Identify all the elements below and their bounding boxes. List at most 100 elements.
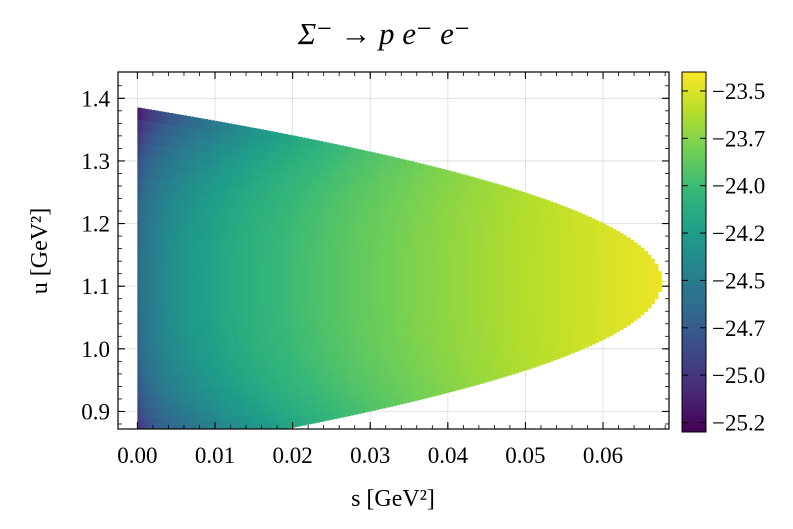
- heatmap-cell: [245, 147, 250, 159]
- heatmap-cell: [147, 304, 153, 317]
- heatmap-cell: [374, 392, 380, 402]
- heatmap-cell: [182, 391, 187, 404]
- heatmap-cell: [385, 272, 390, 282]
- heatmap-cell: [231, 312, 236, 324]
- heatmap-cell: [270, 131, 275, 143]
- heatmap-cell: [476, 294, 481, 303]
- heatmap-cell: [165, 281, 170, 294]
- heatmap-cell: [444, 340, 449, 349]
- heatmap-cell: [235, 322, 240, 335]
- heatmap-cell: [301, 223, 306, 234]
- heatmap-cell: [186, 336, 191, 348]
- heatmap-cell: [465, 379, 470, 388]
- heatmap-cell: [612, 284, 617, 289]
- heatmap-cell: [455, 375, 460, 384]
- heatmap-cell: [633, 283, 638, 288]
- heatmap-cell: [168, 370, 174, 383]
- heatmap-cell: [409, 337, 414, 346]
- heatmap-cell: [521, 287, 526, 294]
- heatmap-cell: [448, 170, 453, 179]
- heatmap-cell: [413, 209, 418, 219]
- heatmap-cell: [479, 267, 484, 276]
- heatmap-cell: [175, 292, 181, 305]
- heatmap-cell: [266, 311, 271, 323]
- heatmap-cell: [430, 250, 435, 259]
- heatmap-cell: [497, 248, 502, 257]
- heatmap-cell: [472, 336, 477, 345]
- heatmap-cell: [629, 264, 635, 269]
- heatmap-cell: [350, 156, 355, 167]
- heatmap-cell: [458, 381, 463, 390]
- heatmap-cell: [587, 294, 593, 300]
- heatmap-cell: [556, 281, 561, 288]
- heatmap-cell: [277, 182, 282, 193]
- heatmap-cell: [427, 281, 432, 290]
- heatmap-cell: [371, 152, 376, 162]
- heatmap-cell: [325, 207, 331, 218]
- heatmap-cell: [190, 435, 194, 447]
- heatmap-cell: [462, 217, 467, 225]
- heatmap-cell: [430, 388, 435, 397]
- heatmap-cell: [552, 275, 558, 282]
- heatmap-cell: [270, 381, 275, 392]
- heatmap-cell: [479, 294, 484, 303]
- heatmap-cell: [402, 378, 408, 388]
- heatmap-cell: [455, 245, 460, 253]
- heatmap-cell: [622, 293, 628, 298]
- heatmap-cell: [472, 211, 477, 220]
- heatmap-cell: [385, 264, 390, 274]
- heatmap-cell: [210, 206, 215, 218]
- heatmap-cell: [256, 271, 261, 282]
- heatmap-cell: [434, 387, 439, 396]
- heatmap-cell: [483, 314, 488, 323]
- heatmap-cell: [343, 155, 348, 165]
- heatmap-cell: [140, 361, 146, 375]
- heatmap-cell: [263, 422, 268, 429]
- heatmap-cell: [392, 322, 397, 332]
- heatmap-cell: [172, 426, 177, 429]
- heatmap-cell: [343, 146, 348, 156]
- heatmap-cell: [462, 281, 467, 290]
- heatmap-cell: [490, 333, 495, 342]
- heatmap-cell: [587, 255, 593, 261]
- heatmap-cell: [444, 199, 449, 208]
- heatmap-cell: [608, 270, 614, 275]
- heatmap-cell: [179, 259, 184, 271]
- heatmap-cell: [287, 242, 292, 253]
- heatmap-cell: [511, 355, 516, 363]
- heatmap-cell: [315, 299, 320, 311]
- heatmap-cell: [420, 312, 425, 322]
- heatmap-cell: [381, 188, 387, 198]
- heatmap-cell: [402, 273, 408, 282]
- heatmap-cell: [542, 253, 547, 260]
- heatmap-cell: [528, 200, 533, 207]
- heatmap-cell: [542, 264, 547, 271]
- heatmap-cell: [207, 421, 212, 429]
- heatmap-cell: [629, 275, 635, 280]
- heatmap-cell: [441, 303, 446, 312]
- heatmap-cell: [444, 347, 449, 357]
- heatmap-cell: [346, 209, 352, 220]
- heatmap-cell: [556, 276, 561, 282]
- heatmap-cell: [210, 227, 215, 239]
- heatmap-cell: [427, 165, 432, 174]
- heatmap-cell: [654, 282, 659, 285]
- heatmap-cell: [200, 270, 205, 282]
- heatmap-cell: [200, 378, 205, 391]
- heatmap-cell: [545, 345, 551, 353]
- heatmap-cell: [305, 395, 310, 406]
- heatmap-cell: [608, 248, 614, 254]
- heatmap-cell: [643, 293, 648, 296]
- heatmap-cell: [175, 203, 181, 216]
- heatmap-cell: [406, 224, 411, 234]
- heatmap-cell: [542, 324, 547, 332]
- heatmap-cell: [472, 295, 477, 303]
- heatmap-cell: [451, 186, 456, 195]
- heatmap-cell: [608, 284, 614, 290]
- heatmap-cell: [437, 379, 442, 388]
- heatmap-cell: [140, 200, 146, 213]
- heatmap-cell: [528, 281, 533, 288]
- heatmap-cell: [371, 212, 376, 222]
- heatmap-cell: [542, 259, 547, 266]
- heatmap-cell: [416, 296, 421, 306]
